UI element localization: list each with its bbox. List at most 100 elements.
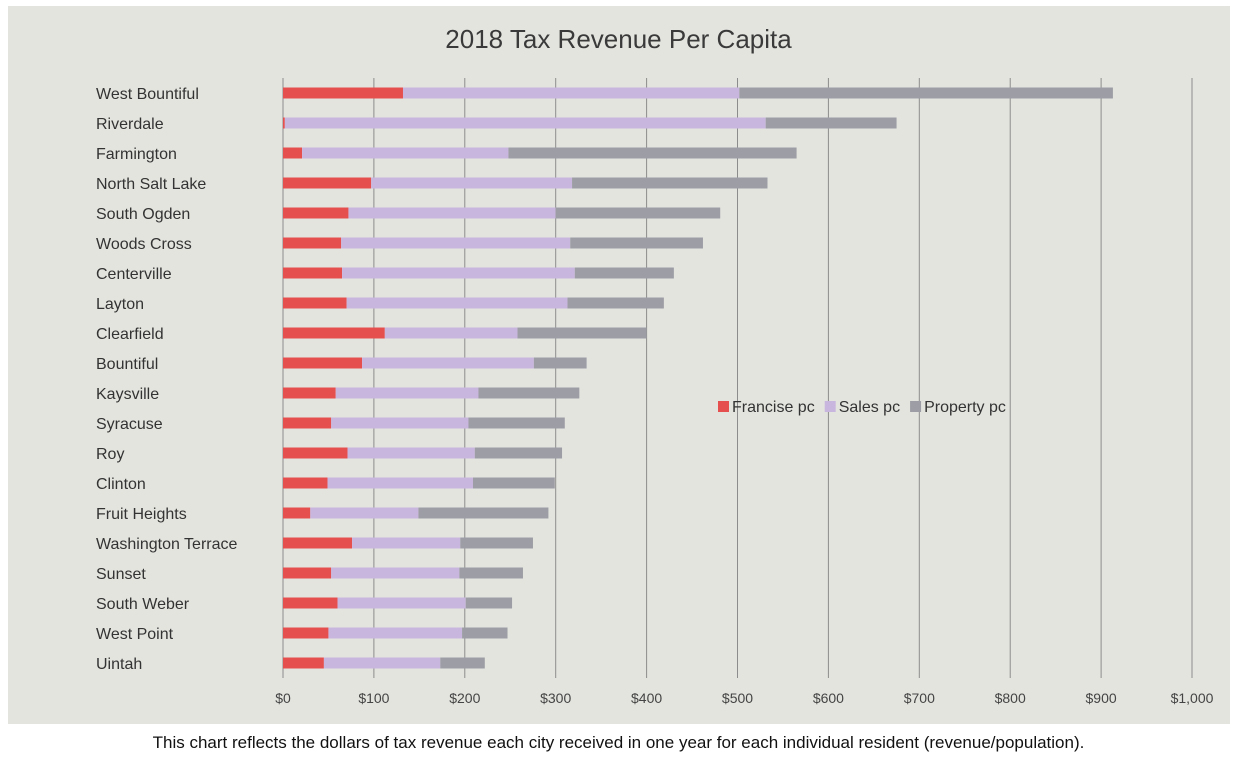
bar-segment (283, 507, 311, 519)
category-label: Clearfield (96, 326, 164, 343)
category-label: South Weber (96, 596, 190, 613)
bar-segment (468, 417, 565, 429)
category-label: Woods Cross (96, 236, 192, 253)
legend-label: Sales pc (839, 399, 900, 416)
bar-segment (337, 597, 466, 609)
x-tick-label: $500 (722, 690, 753, 706)
category-label: Centerville (96, 266, 172, 283)
x-tick-label: $600 (813, 690, 844, 706)
bar-segment (310, 507, 419, 519)
bar-segment (418, 507, 549, 519)
bar-segment (283, 477, 328, 489)
x-tick-label: $200 (449, 690, 480, 706)
bar-segment (331, 417, 469, 429)
x-tick-label: $800 (995, 690, 1026, 706)
category-label: Farmington (96, 146, 177, 163)
bar-segment (283, 537, 353, 549)
bar-segment (465, 597, 513, 609)
legend-label: Francise pc (732, 399, 815, 416)
category-label: West Point (96, 626, 174, 643)
bar-segment (402, 87, 740, 99)
category-label: Washington Terrace (96, 536, 238, 553)
category-label: Sunset (96, 566, 146, 583)
x-tick-label: $900 (1086, 690, 1117, 706)
bar-segment (283, 237, 342, 249)
bar-segment (352, 537, 461, 549)
bar-segment (283, 657, 324, 669)
bar-segment (283, 177, 372, 189)
bar-segment (323, 657, 441, 669)
bar-segment (283, 597, 338, 609)
x-tick-label: $100 (358, 690, 389, 706)
x-tick-label: $400 (631, 690, 662, 706)
bar-segment (283, 387, 336, 399)
category-label: North Salt Lake (96, 176, 206, 193)
legend-swatch (910, 401, 922, 412)
bar-segment (283, 297, 347, 309)
bar-segment (283, 327, 385, 339)
category-label: Uintah (96, 656, 142, 673)
x-tick-label: $0 (275, 690, 291, 706)
chart-title: 2018 Tax Revenue Per Capita (445, 24, 792, 54)
bar-segment (283, 417, 332, 429)
bar-segment (327, 477, 473, 489)
x-tick-label: $1,000 (1171, 690, 1214, 706)
bar-segment (384, 327, 518, 339)
category-label: Clinton (96, 476, 146, 493)
bar-segment (462, 627, 508, 639)
bar-segment (283, 357, 363, 369)
bar-segment (346, 297, 568, 309)
category-label: West Bountiful (96, 86, 199, 103)
category-label: Kaysville (96, 386, 159, 403)
bar-segment (342, 267, 575, 279)
x-tick-label: $700 (904, 690, 935, 706)
bar-segment (283, 627, 329, 639)
category-label: Syracuse (96, 416, 163, 433)
category-label: Riverdale (96, 116, 164, 133)
bar-segment (283, 147, 303, 159)
bar-segment (459, 567, 523, 579)
bar-segment (283, 567, 332, 579)
legend-label: Property pc (924, 399, 1006, 416)
bar-segment (472, 477, 555, 489)
bar-segment (533, 357, 587, 369)
bar-segment (283, 87, 403, 99)
bar-segment (765, 117, 897, 129)
chart-caption: This chart reflects the dollars of tax r… (152, 733, 1085, 752)
bar-segment (517, 327, 647, 339)
bar-segment (283, 117, 285, 129)
bar-segment (331, 567, 460, 579)
bar-segment (328, 627, 463, 639)
bar-segment (362, 357, 534, 369)
bar-segment (284, 117, 766, 129)
bar-segment (283, 447, 348, 459)
bar-segment (570, 237, 703, 249)
legend-swatch (824, 401, 836, 412)
bar-segment (302, 147, 509, 159)
category-label: Bountiful (96, 356, 158, 373)
bar-segment (739, 87, 1113, 99)
legend-swatch (718, 401, 729, 412)
x-tick-label: $300 (540, 690, 571, 706)
category-label: Fruit Heights (96, 506, 187, 523)
bar-segment (478, 387, 580, 399)
category-label: Layton (96, 296, 144, 313)
bar-segment (555, 207, 721, 219)
bar-segment (347, 447, 475, 459)
bar-segment (335, 387, 479, 399)
bar-segment (341, 237, 571, 249)
bar-segment (474, 447, 563, 459)
bar-segment (460, 537, 533, 549)
category-label: Roy (96, 446, 124, 463)
bar-segment (440, 657, 485, 669)
bar-segment (283, 207, 349, 219)
bar-segment (283, 267, 343, 279)
bar-segment (508, 147, 797, 159)
bar-segment (574, 267, 674, 279)
category-label: South Ogden (96, 206, 190, 223)
bar-segment (371, 177, 573, 189)
bar-segment (572, 177, 768, 189)
bar-segment (348, 207, 556, 219)
bar-segment (567, 297, 664, 309)
